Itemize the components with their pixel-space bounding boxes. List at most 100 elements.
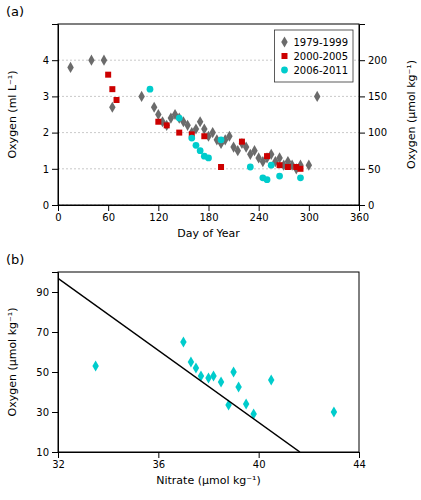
tick-mark xyxy=(52,332,58,333)
panel: 323640441030507090(b)Nitrate (μmol kg⁻¹)… xyxy=(6,252,366,487)
x-axis: 32364044 xyxy=(52,452,366,470)
point xyxy=(264,152,270,163)
point xyxy=(155,119,161,125)
marks xyxy=(58,278,337,452)
tick-label: 4 xyxy=(43,55,49,66)
tick-label: 50 xyxy=(368,164,381,175)
tick: 120 xyxy=(149,205,168,223)
tick: 50 xyxy=(359,164,381,175)
point xyxy=(218,376,224,387)
point xyxy=(218,136,225,143)
tick-label: 120 xyxy=(149,212,168,223)
point xyxy=(230,366,236,377)
legend-symbol xyxy=(281,36,287,47)
tick-label: 200 xyxy=(368,55,387,66)
legend-item: 1979-1999 xyxy=(281,36,348,47)
y-axis-title: Oxygen (μmol kg⁻¹) xyxy=(6,307,19,416)
point xyxy=(180,336,186,347)
tick-label: 360 xyxy=(350,212,369,223)
tick-label: 100 xyxy=(368,127,387,138)
y2-axis: 0 50 100 150 200 xyxy=(359,25,387,211)
point xyxy=(226,131,232,142)
tick-label: 40 xyxy=(253,459,266,470)
point xyxy=(193,142,200,149)
point xyxy=(205,155,212,162)
tick-mark xyxy=(359,133,365,134)
tick-label: 50 xyxy=(36,367,49,378)
point xyxy=(235,381,241,392)
point xyxy=(205,372,211,383)
legend-label: 1979-1999 xyxy=(293,37,348,48)
point xyxy=(201,123,207,134)
point xyxy=(331,406,337,417)
point xyxy=(235,145,241,156)
point xyxy=(243,398,249,409)
point xyxy=(251,145,257,156)
plot-frame xyxy=(58,24,359,205)
tick-label: 180 xyxy=(199,212,218,223)
legend-symbol xyxy=(281,53,287,59)
tick: 10 xyxy=(36,447,58,458)
y-axis-title: Oxygen (ml L⁻¹) xyxy=(6,70,19,158)
tick: 32 xyxy=(52,452,65,470)
tick-mark xyxy=(52,452,58,453)
grid-line xyxy=(58,168,359,169)
point xyxy=(285,164,291,170)
tick-mark xyxy=(359,96,365,97)
tick-label: 30 xyxy=(36,407,49,418)
point xyxy=(109,86,115,92)
tick: 4 xyxy=(43,55,58,66)
point xyxy=(109,102,115,113)
point xyxy=(88,55,94,66)
point xyxy=(193,362,199,373)
tick-mark xyxy=(309,205,310,211)
tick: 0 xyxy=(43,200,58,211)
tick-label: 0 xyxy=(43,200,49,211)
tick: 36 xyxy=(152,452,165,470)
tick-label: 60 xyxy=(102,212,115,223)
series xyxy=(67,55,320,175)
series xyxy=(147,86,304,183)
tick-label: 0 xyxy=(55,212,61,223)
point xyxy=(218,164,224,170)
tick-label: 90 xyxy=(36,287,49,298)
tick-mark xyxy=(52,133,58,134)
tick-mark xyxy=(259,452,260,458)
tick-label: 150 xyxy=(368,91,387,102)
tick-label: 10 xyxy=(36,447,49,458)
tick: 0 xyxy=(359,200,374,211)
tick-mark xyxy=(52,60,58,61)
tick: 180 xyxy=(199,205,218,223)
axis-line xyxy=(59,206,360,212)
tick: 100 xyxy=(359,127,387,138)
point xyxy=(264,153,270,159)
point xyxy=(151,102,157,113)
tick: 90 xyxy=(36,287,58,298)
point xyxy=(105,72,111,78)
tick-mark xyxy=(52,205,58,206)
axis-line xyxy=(360,25,366,206)
legend: 1979-1999 2000-2005 2006-2011 xyxy=(274,30,353,82)
point xyxy=(314,91,320,102)
point xyxy=(239,139,245,145)
tick: 300 xyxy=(300,205,319,223)
point xyxy=(164,122,170,128)
legend-item: 2000-2005 xyxy=(281,51,348,62)
point xyxy=(276,152,282,163)
tick-mark xyxy=(158,205,159,211)
point xyxy=(184,120,190,131)
point xyxy=(188,135,195,142)
tick-label: 0 xyxy=(368,200,374,211)
tick: 60 xyxy=(102,205,115,223)
line xyxy=(58,278,300,452)
tick-mark xyxy=(52,96,58,97)
legend-label: 2006-2011 xyxy=(293,65,348,76)
tick-label: 70 xyxy=(36,327,49,338)
y-axis: 01234 xyxy=(43,25,59,211)
tick-label: 240 xyxy=(250,212,269,223)
tick-mark xyxy=(359,452,360,458)
point xyxy=(210,370,216,381)
point xyxy=(247,164,254,171)
point xyxy=(101,55,107,66)
axis-line xyxy=(59,453,360,459)
